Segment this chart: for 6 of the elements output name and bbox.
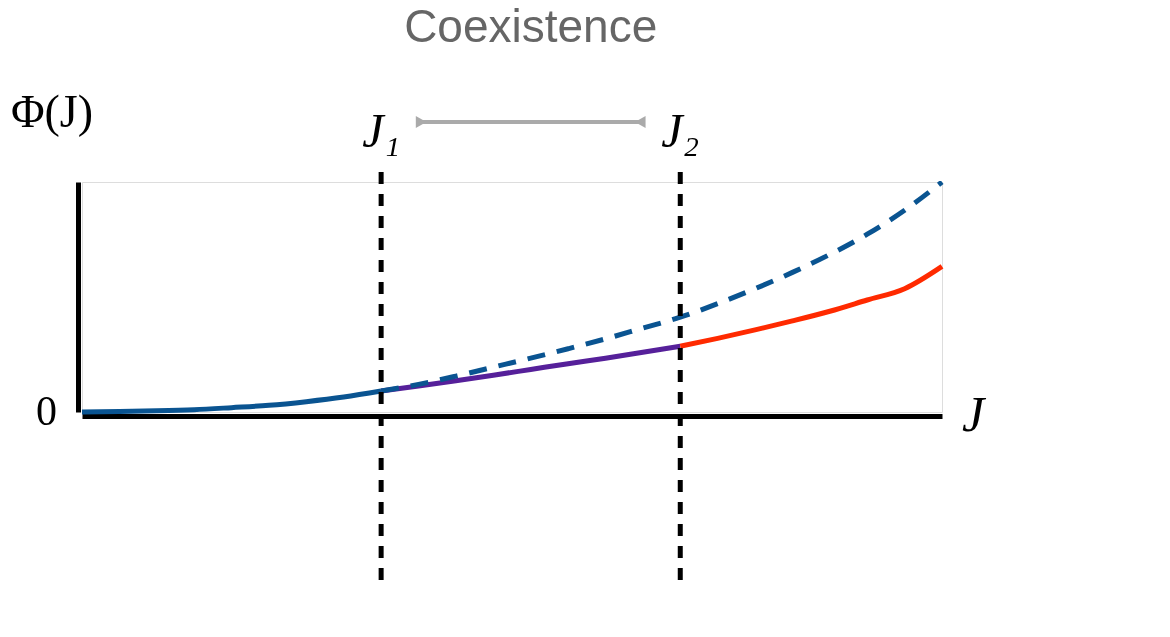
text: J₁	[362, 104, 401, 157]
text: 0	[36, 388, 57, 434]
x-axis-title: J	[962, 386, 987, 442]
y-axis-title: Φ(J)	[10, 86, 94, 137]
text: Coexistence	[404, 0, 658, 52]
text: J₂	[661, 104, 700, 157]
